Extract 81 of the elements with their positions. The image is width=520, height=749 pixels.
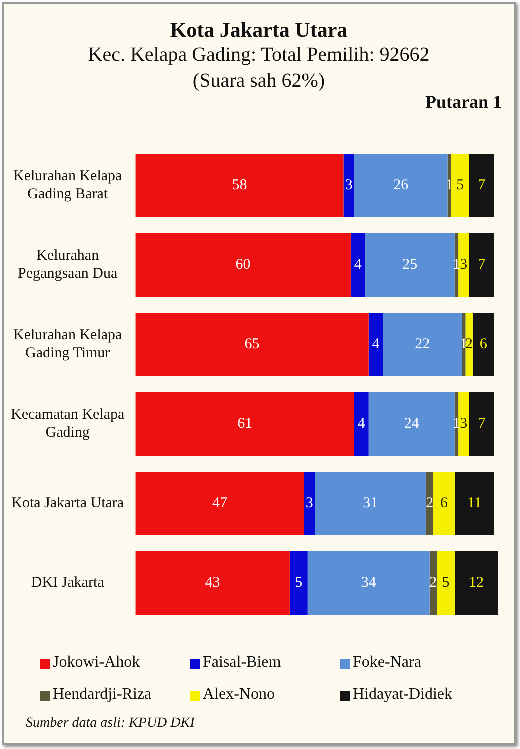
data-label: 47 [212,496,228,512]
bar [290,551,308,616]
bar [469,233,494,298]
data-label: 11 [467,496,482,512]
data-label: 25 [402,257,418,274]
data-label: 2 [426,496,434,512]
text: (Suara sah 62%) [192,70,326,93]
data-label: 60 [236,257,251,274]
bar [458,233,470,298]
data-label: 2 [466,336,474,353]
data-label: 5 [456,178,464,194]
y-tick-label: Kecamatan Kelapa Gading [10,407,126,442]
bar [304,472,316,536]
bar [469,392,494,456]
bar [136,233,351,298]
data-label: 3 [345,178,353,194]
legend-label: Hidayat-Didiek [353,686,453,704]
data-label: 61 [238,416,253,432]
bar [136,154,344,218]
bar [308,551,430,616]
bar [437,551,455,616]
bar [433,472,455,536]
y-tick-label: DKI Jakarta [31,575,105,592]
text: Putaran 1 [426,92,502,113]
legend-label: Alex-Nono [203,686,275,704]
y-tick-label: Kelurahan Kelapa Gading Barat [13,168,123,203]
bar [350,233,366,298]
data-label: 58 [232,178,248,194]
bar [430,551,438,616]
data-label: 24 [404,416,420,432]
chart-subtitle: Kec. Kelapa Gading: Total Pemilih: 92662 [87,44,431,67]
data-label: 2 [430,575,438,592]
data-label: 22 [415,336,430,353]
data-label: 4 [372,336,380,353]
data-label: 3 [460,416,468,432]
y-tick-label: Kelurahan Pegangsaan Dua [18,248,118,282]
data-label: 43 [205,575,220,592]
legend-label: Faisal-Biem [203,654,282,672]
data-label: 6 [480,336,488,353]
data-label: 34 [361,575,377,592]
data-label: 3 [306,496,314,512]
legend-label: Jokowi-Ahok [53,654,140,672]
bar [458,392,470,456]
bar [451,154,470,218]
data-label: 65 [244,336,260,353]
legend-label: Hendardji-Riza [53,686,152,704]
bar [354,154,448,218]
data-label: 12 [468,575,484,592]
text: Sumber data asli: KPUD DKI [26,716,195,732]
y-tick-label: Kelurahan Kelapa Gading Timur [13,328,123,362]
legend-label: Foke-Nara [353,654,422,672]
bar [136,392,355,456]
data-label: 7 [478,178,486,194]
chart-title: Kota Jakarta Utara [169,18,349,43]
bar [454,472,494,536]
bar [365,233,455,298]
data-label: 3 [460,257,468,274]
data-label: 4 [358,416,366,432]
bar [469,154,494,218]
bar [344,154,355,218]
bar [472,312,494,377]
bar [136,312,369,377]
bar [383,312,462,377]
y-tick-label: Kota Jakarta Utara [12,496,124,512]
bar [466,312,473,377]
bar [454,551,498,616]
data-label: 5 [295,575,303,592]
data-label: 7 [478,416,486,432]
data-label: 26 [394,178,410,194]
data-label: 6 [440,496,448,512]
bar [368,392,455,456]
bar [136,551,290,616]
bar [426,472,434,536]
data-label: 4 [354,257,362,274]
bar [136,472,304,536]
data-label: 7 [478,257,486,274]
data-label: 5 [442,575,450,592]
bar [354,392,369,456]
data-label: 31 [363,496,378,512]
bar [368,312,384,377]
bar [315,472,426,536]
